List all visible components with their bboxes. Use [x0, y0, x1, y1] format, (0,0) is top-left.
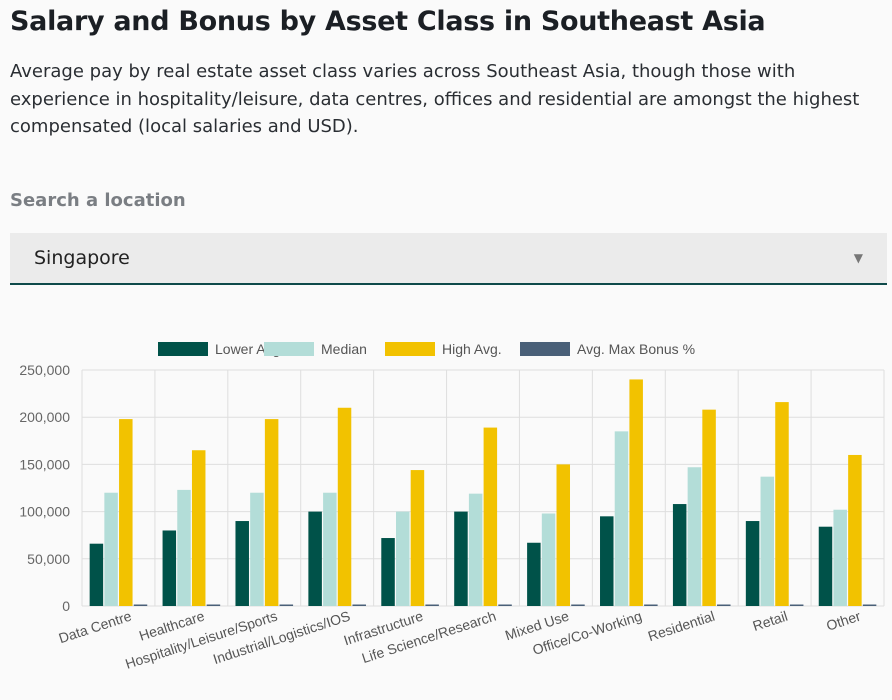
x-tick-label: Residential [646, 608, 717, 645]
bar[interactable]: Mixed Use — Avg. Max Bonus %: 15 [571, 604, 585, 607]
y-axis-ticks: 0 50,000 100,000 150,000 200,000 250,000 [19, 362, 70, 614]
bar[interactable]: Residential — Median: 147000 [687, 467, 702, 606]
bar[interactable]: Office/Co-Working — High Avg.: 240000 [629, 379, 643, 606]
bar[interactable]: Data Centre — Lower Avg.: 66000 [89, 543, 104, 606]
legend-label[interactable]: Avg. Max Bonus % [577, 341, 695, 357]
bar[interactable]: Other — Avg. Max Bonus %: 15 [862, 604, 877, 607]
bar[interactable]: Life Science/Research — High Avg.: 18900… [483, 427, 498, 606]
location-select-value: Singapore [34, 247, 130, 269]
chart-bars: Data Centre — Lower Avg.: 66000Data Cent… [89, 379, 877, 607]
x-axis-ticks: Data Centre HealthcareHospitality/Leisure… [57, 608, 863, 672]
bar[interactable]: Data Centre — High Avg.: 198000 [119, 419, 133, 606]
bar[interactable]: Other — Median: 102000 [833, 509, 847, 606]
bar[interactable]: Life Science/Research — Lower Avg.: 1000… [454, 511, 468, 606]
triangle-down-icon[interactable]: ▼ [853, 251, 863, 265]
legend-swatch [520, 342, 570, 356]
search-label: Search a location [10, 190, 186, 211]
legend-swatch [158, 342, 208, 356]
bar[interactable]: Office/Co-Working — Median: 185000 [614, 431, 629, 606]
bar[interactable]: Hospitality/Leisure/Sports — Median: 120… [250, 492, 264, 606]
legend-label[interactable]: High Avg. [442, 341, 502, 357]
bar[interactable]: Retail — Lower Avg.: 90000 [745, 521, 760, 606]
bar[interactable]: Hospitality/Leisure/Sports — Avg. Max Bo… [279, 604, 294, 607]
bar[interactable]: Residential — Avg. Max Bonus %: 15 [717, 604, 731, 607]
chart-legend: Lower Avg. Median High Avg. Avg. Max Bonus … [158, 341, 695, 357]
y-tick-label: 0 [62, 598, 70, 614]
bar[interactable]: Mixed Use — High Avg.: 150000 [556, 464, 571, 606]
bar[interactable]: Office/Co-Working — Avg. Max Bonus %: 15 [644, 604, 658, 607]
legend-swatch [264, 342, 314, 356]
bar[interactable]: Healthcare — Avg. Max Bonus %: 15 [206, 604, 221, 607]
bar[interactable]: Industrial/Logistics/IOS — Avg. Max Bonu… [352, 604, 366, 607]
y-tick-label: 100,000 [19, 504, 70, 520]
bar[interactable]: Healthcare — High Avg.: 165000 [191, 450, 206, 606]
bar[interactable]: Office/Co-Working — Lower Avg.: 95000 [600, 516, 614, 606]
bar[interactable]: Healthcare — Lower Avg.: 80000 [162, 530, 177, 606]
bar[interactable]: Residential — High Avg.: 208000 [702, 409, 716, 606]
y-tick-label: 150,000 [19, 456, 70, 472]
bar[interactable]: Life Science/Research — Median: 119000 [468, 493, 483, 606]
y-tick-label: 200,000 [19, 409, 70, 425]
bar[interactable]: Other — Lower Avg.: 84000 [818, 526, 833, 606]
bar[interactable]: Hospitality/Leisure/Sports — High Avg.: … [264, 419, 279, 606]
bar[interactable]: Industrial/Logistics/IOS — Lower Avg.: 1… [308, 511, 322, 606]
bar[interactable]: Data Centre — Median: 120000 [104, 492, 118, 606]
bar[interactable]: Infrastructure — Lower Avg.: 72000 [381, 538, 395, 606]
x-tick-label: Retail [751, 608, 790, 634]
bar[interactable]: Industrial/Logistics/IOS — Median: 12000… [323, 492, 337, 606]
y-tick-label: 250,000 [19, 362, 70, 378]
bar[interactable]: Infrastructure — High Avg.: 144000 [410, 470, 425, 606]
bar[interactable]: Retail — Avg. Max Bonus %: 15 [789, 604, 804, 607]
bar[interactable]: Mixed Use — Median: 98000 [541, 513, 556, 606]
y-tick-label: 50,000 [27, 551, 70, 567]
bar[interactable]: Industrial/Logistics/IOS — High Avg.: 21… [337, 407, 352, 606]
page-title: Salary and Bonus by Asset Class in South… [10, 6, 766, 37]
bar[interactable]: Infrastructure — Median: 100000 [395, 511, 410, 606]
bar[interactable]: Hospitality/Leisure/Sports — Lower Avg.:… [235, 521, 249, 606]
bar[interactable]: Retail — Median: 137000 [760, 476, 775, 606]
bar[interactable]: Healthcare — Median: 123000 [177, 489, 191, 606]
legend-label[interactable]: Median [321, 341, 367, 357]
page-subtitle: Average pay by real estate asset class v… [10, 61, 860, 137]
bar-chart: Lower Avg. Median High Avg. Avg. Max Bonus … [19, 341, 885, 672]
location-select[interactable]: Singapore ▼ [10, 233, 887, 285]
bar[interactable]: Retail — High Avg.: 216000 [775, 402, 789, 606]
bar[interactable]: Residential — Lower Avg.: 108000 [672, 504, 687, 606]
chart-grid [81, 369, 885, 607]
bar[interactable]: Other — High Avg.: 160000 [848, 454, 862, 606]
legend-swatch [385, 342, 435, 356]
bar[interactable]: Data Centre — Avg. Max Bonus %: 15 [133, 604, 148, 607]
x-tick-label: Other [824, 608, 863, 634]
bar[interactable]: Infrastructure — Avg. Max Bonus %: 15 [425, 604, 439, 607]
bar[interactable]: Mixed Use — Lower Avg.: 67000 [527, 542, 541, 606]
bar[interactable]: Life Science/Research — Avg. Max Bonus %… [498, 604, 512, 607]
